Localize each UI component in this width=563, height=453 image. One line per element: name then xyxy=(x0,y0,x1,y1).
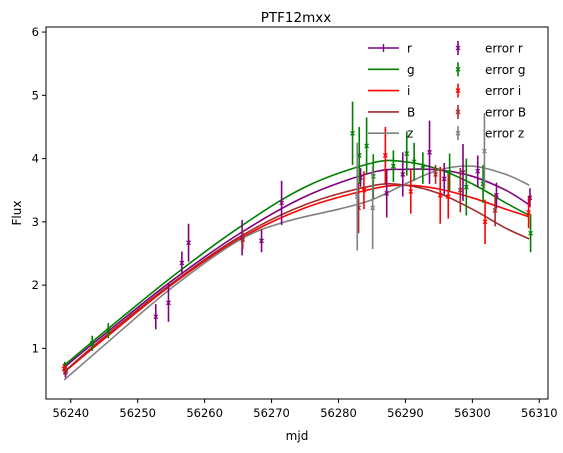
x-tick-label: 56280 xyxy=(320,406,357,420)
svg-text:i: i xyxy=(407,84,410,98)
x-tick-label: 56260 xyxy=(186,406,223,420)
error-bar-error-r-14 xyxy=(475,155,481,188)
error-bar-error-r-6 xyxy=(259,229,264,253)
y-tick-label: 6 xyxy=(32,25,39,39)
x-tick-label: 56290 xyxy=(387,406,424,420)
svg-text:error g: error g xyxy=(485,63,525,77)
error-bar-error-r-3 xyxy=(179,251,185,275)
svg-text:B: B xyxy=(407,105,415,119)
legend-entry-error-g: error g xyxy=(455,62,525,77)
error-bar-error-i-1 xyxy=(361,171,367,210)
svg-text:z: z xyxy=(407,127,413,141)
error-bar-error-i-7 xyxy=(526,196,532,229)
legend-entry-error-z: error z xyxy=(455,126,524,141)
error-bar-error-g-11 xyxy=(447,153,453,192)
error-bar-error-g-14 xyxy=(528,214,534,253)
plot-frame xyxy=(45,26,549,400)
x-tick-label: 56250 xyxy=(119,406,156,420)
error-bar-error-g-7 xyxy=(390,150,396,182)
x-tick-label: 56270 xyxy=(253,406,290,420)
svg-text:r: r xyxy=(407,42,412,56)
error-bar-error-r-12 xyxy=(441,163,447,195)
error-bar-error-g-12 xyxy=(463,158,469,216)
x-tick-label: 56300 xyxy=(454,406,491,420)
legend-entry-r: r xyxy=(368,42,412,56)
y-tick-label: 2 xyxy=(32,278,39,292)
x-axis-label: mjd xyxy=(286,429,309,443)
y-axis-label: Flux xyxy=(10,201,24,226)
legend-entry-error-r: error r xyxy=(455,41,523,56)
svg-text:error i: error i xyxy=(485,84,521,98)
chart-title: PTF12mxx xyxy=(261,10,331,26)
legend-entry-z: z xyxy=(368,127,413,141)
error-bar-error-g-8 xyxy=(404,131,410,176)
legend-entry-error-B: error B xyxy=(455,104,526,119)
error-bar-error-i-5 xyxy=(445,174,451,219)
legend-entry-B: B xyxy=(368,105,415,119)
error-bar-error-B-5 xyxy=(492,194,498,227)
y-tick-label: 5 xyxy=(32,88,39,102)
error-bar-error-r-9 xyxy=(384,169,390,218)
error-bar-error-i-6 xyxy=(482,199,488,244)
x-tick-label: 56240 xyxy=(52,406,89,420)
error-bar-error-z-0 xyxy=(354,142,360,251)
y-tick-label: 1 xyxy=(32,341,39,355)
legend-entry-i: i xyxy=(368,84,410,98)
error-bar-error-z-2 xyxy=(481,113,487,189)
error-bar-error-g-9 xyxy=(411,142,417,181)
svg-text:error r: error r xyxy=(485,42,523,56)
svg-text:error B: error B xyxy=(485,105,526,119)
series-line-i xyxy=(63,184,530,374)
legend-entry-g: g xyxy=(368,63,415,77)
svg-text:g: g xyxy=(407,63,415,77)
error-bar-error-g-2 xyxy=(105,323,111,339)
y-tick-label: 4 xyxy=(32,152,39,166)
error-bar-error-g-5 xyxy=(364,117,370,175)
error-bar-error-g-3 xyxy=(350,101,355,165)
error-bar-error-r-11 xyxy=(427,120,432,184)
error-bar-error-i-4 xyxy=(437,166,443,224)
x-tick-label: 56310 xyxy=(521,406,558,420)
error-bar-error-r-10 xyxy=(400,152,406,197)
error-bar-error-r-7 xyxy=(279,180,285,226)
svg-text:error z: error z xyxy=(485,127,524,141)
error-bar-error-i-3 xyxy=(408,169,414,214)
error-bar-error-r-2 xyxy=(166,283,171,322)
y-tick-label: 3 xyxy=(32,215,39,229)
error-bar-error-B-3 xyxy=(433,164,438,184)
error-bar-error-r-4 xyxy=(186,223,191,262)
series-line-z xyxy=(63,165,530,381)
error-bar-error-g-1 xyxy=(89,335,95,351)
error-bar-error-B-0 xyxy=(63,366,69,375)
error-bar-error-r-1 xyxy=(153,304,159,330)
error-bar-error-B-4 xyxy=(457,168,463,213)
error-bar-error-B-1 xyxy=(240,230,246,250)
error-bar-error-z-1 xyxy=(370,166,376,250)
error-bar-error-r-13 xyxy=(460,144,466,201)
legend-entry-error-i: error i xyxy=(455,83,521,98)
error-bar-error-g-10 xyxy=(420,152,426,184)
error-bar-error-i-2 xyxy=(382,126,388,184)
